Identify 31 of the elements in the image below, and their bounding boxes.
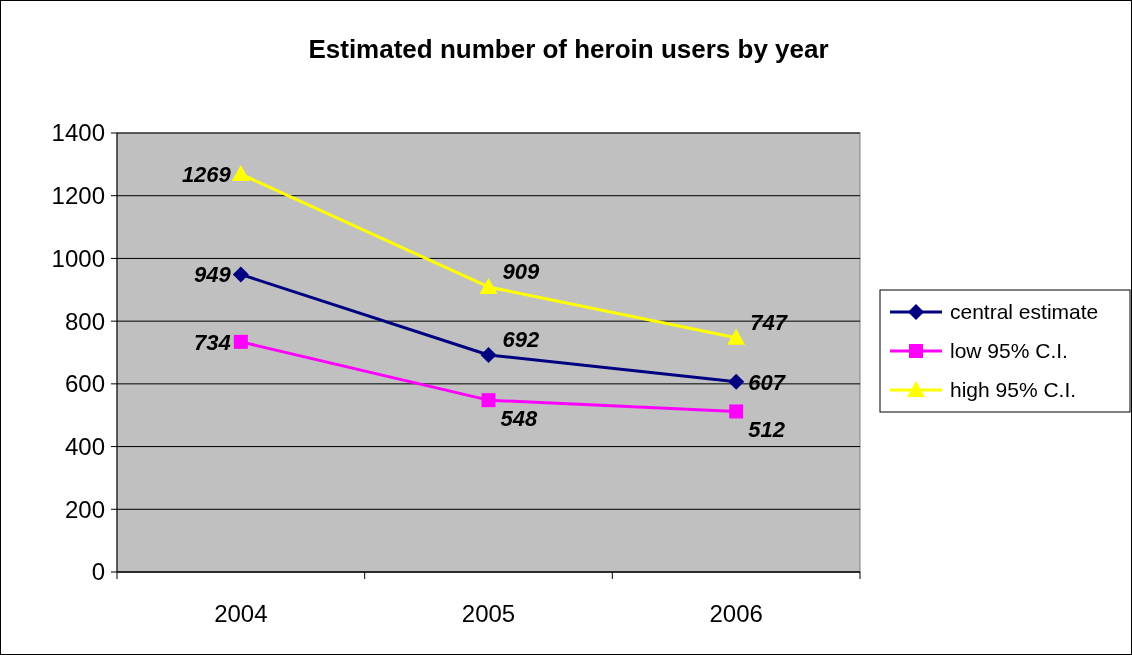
point [233, 334, 248, 349]
point [231, 165, 250, 182]
y-tick-label: 1400 [51, 119, 105, 147]
point [728, 373, 745, 390]
legend-label: central estimate [950, 300, 1099, 324]
point [727, 328, 746, 345]
y-tick-label: 1000 [51, 244, 105, 272]
data-label: 692 [502, 327, 540, 353]
data-label: 909 [502, 258, 540, 284]
data-label: 734 [194, 329, 231, 355]
point [481, 393, 496, 408]
point [729, 404, 744, 419]
y-tick-label: 400 [64, 432, 105, 460]
point [232, 266, 249, 283]
legend-label: low 95% C.I. [950, 339, 1068, 363]
x-tick-label: 2005 [461, 600, 516, 627]
y-tick-label: 0 [91, 558, 105, 586]
data-label: 548 [500, 406, 538, 432]
y-tick-label: 1200 [51, 182, 105, 210]
y-tick-label: 600 [64, 370, 105, 398]
point [480, 347, 497, 364]
data-label: 949 [194, 262, 232, 288]
data-label: 512 [748, 417, 786, 443]
y-tick-label: 200 [64, 495, 105, 523]
x-tick-label: 2004 [214, 600, 268, 627]
point [479, 277, 498, 294]
chart-title: Estimated number of heroin users by year [308, 34, 829, 64]
y-tick-label: 800 [64, 307, 105, 335]
data-label: 1269 [181, 162, 232, 188]
x-tick-label: 2006 [709, 600, 763, 627]
legend-label: high 95% C.I. [950, 378, 1077, 402]
